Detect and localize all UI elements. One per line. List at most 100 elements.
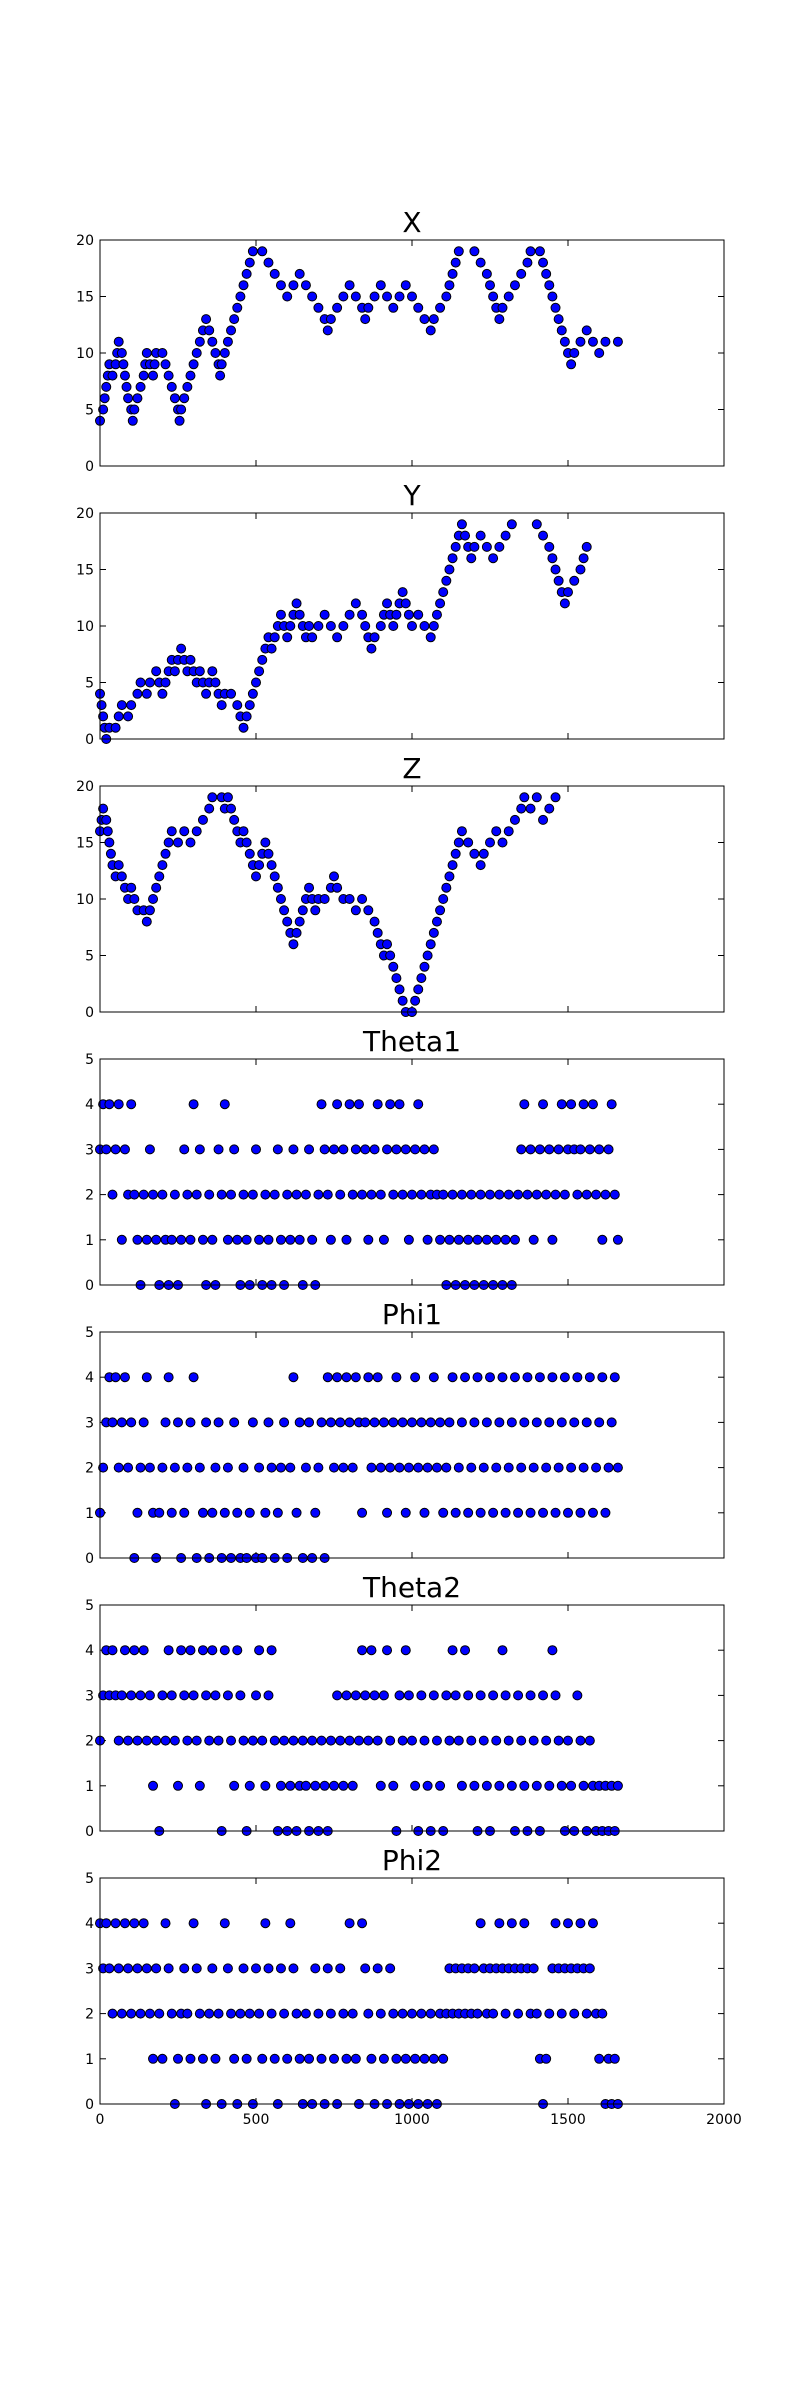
data-point [481,1234,492,1245]
data-point [151,1735,162,1746]
data-point [235,1690,246,1701]
data-point [481,1780,492,1791]
data-point [329,1780,339,1791]
data-point [444,564,455,575]
data-point [531,519,542,530]
data-point [307,291,318,302]
data-point [375,1189,386,1200]
data-point [160,1735,171,1746]
data-point [363,1234,374,1245]
data-point [578,1099,589,1110]
data-point [138,1918,149,1929]
data-point [475,530,486,541]
data-point [369,1690,380,1701]
data-point [144,1462,155,1473]
data-point [260,837,271,848]
data-point [244,2008,255,2019]
data-point [441,291,452,302]
data-point [581,325,592,336]
data-point [431,916,442,927]
data-point [151,882,162,893]
data-point [275,1780,286,1791]
data-point [481,541,492,552]
data-point [466,1189,477,1200]
data-point [444,1234,455,1245]
data-point [569,1417,580,1428]
data-point [307,1234,318,1245]
data-point [506,519,517,530]
data-point [347,2008,358,2019]
data-point [169,393,180,404]
data-point [129,1189,140,1200]
data-point [491,1735,502,1746]
data-point [584,1372,595,1383]
data-point [173,837,183,848]
data-point [444,1417,455,1428]
data-point [572,1372,583,1383]
data-point [347,1189,358,1200]
data-point [350,905,361,916]
data-point [297,905,308,916]
data-point [491,1462,502,1473]
data-point [441,882,452,893]
data-point [204,1189,215,1200]
data-point [431,1735,442,1746]
data-point [251,1144,261,1155]
data-point [407,1417,417,1428]
data-point [581,1189,592,1200]
data-point [291,1189,302,1200]
data-point [522,1189,533,1200]
data-point [400,598,411,609]
data-point [247,1417,258,1428]
data-point [538,1690,549,1701]
data-point [148,1780,159,1791]
data-point [581,541,592,552]
data-point [597,1372,608,1383]
data-point [294,268,305,279]
data-point [407,1189,417,1200]
scatter-points [95,246,623,426]
data-point [391,973,402,984]
data-point [266,860,277,871]
data-point [419,314,430,325]
data-point [375,1780,386,1791]
data-point [238,280,249,291]
data-point [428,927,439,938]
x-tick-label: 500 [243,2112,270,2128]
data-point [447,1372,458,1383]
data-point [606,1099,617,1110]
data-point [447,860,458,871]
data-point [569,575,580,586]
data-point [169,1735,180,1746]
data-point [544,1144,555,1155]
y-tick-label: 15 [76,290,94,306]
data-point [369,1417,380,1428]
data-point [282,1189,293,1200]
data-point [538,1099,549,1110]
data-point [466,553,477,564]
data-point [341,2053,352,2064]
data-point [597,2008,608,2019]
y-tick-label: 3 [85,1142,94,1158]
data-point [251,1963,261,1974]
data-point [516,803,527,814]
data-point [116,2008,127,2019]
data-point [135,2008,146,2019]
data-point [99,393,110,404]
data-point [453,837,464,848]
data-point [378,1417,389,1428]
data-point [416,2008,427,2019]
data-point [581,1417,592,1428]
data-point [447,1645,458,1656]
data-point [260,1189,271,1200]
data-point [419,1735,430,1746]
data-point [288,1144,299,1155]
data-point [116,348,127,358]
data-point [132,1234,143,1245]
data-point [313,1189,324,1200]
data-point [407,621,417,631]
y-tick-label: 3 [85,1961,94,1977]
data-point [141,1963,152,1974]
data-point [407,291,417,302]
data-point [173,1417,183,1428]
